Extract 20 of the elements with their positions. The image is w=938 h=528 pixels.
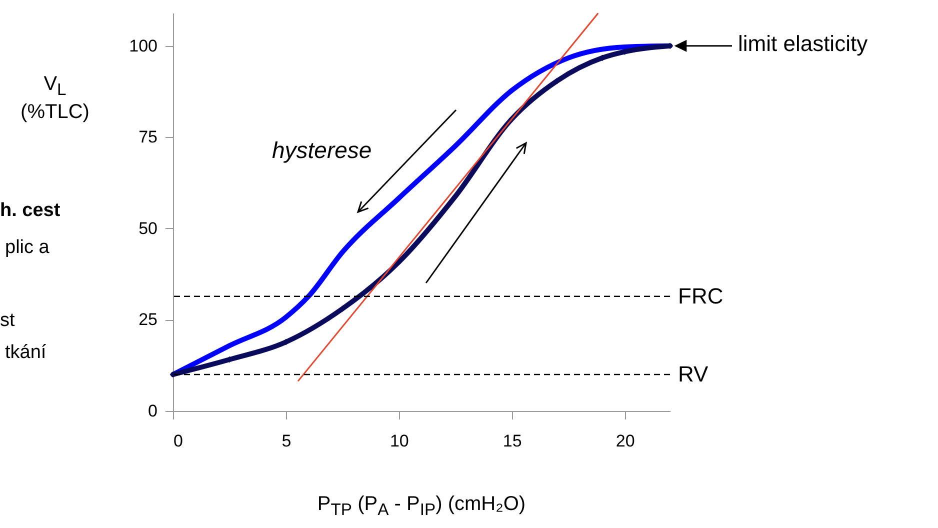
y-tick-label: 0 [148,402,158,420]
x-axis-title: P$_{TP}$ (P$_{A}$ - P$_{IP}$) (cmH₂O) [316,492,527,520]
y-axis-title: V$_{L}$ (%TLC) [20,72,90,124]
annotation: hysterese [272,137,372,165]
x-tick-label: 0 [174,432,183,450]
ref-line-label: FRC [678,283,724,308]
text: plic a [5,237,50,260]
y-tick-label: 50 [138,218,158,238]
text: h. cest [0,200,60,223]
annotation: limit elasticity [738,30,868,58]
x-tick-label: 15 [502,432,522,450]
text: tkání [5,342,46,365]
y-tick-label: 100 [129,36,158,56]
y-tick-label: 75 [138,128,158,147]
x-tick-label: 20 [616,432,635,450]
text: st [0,310,15,333]
x-tick-label: 10 [390,432,409,450]
x-tick-label: 5 [282,432,292,450]
ref-line-label: RV [678,361,708,386]
y-tick-label: 25 [138,310,158,330]
